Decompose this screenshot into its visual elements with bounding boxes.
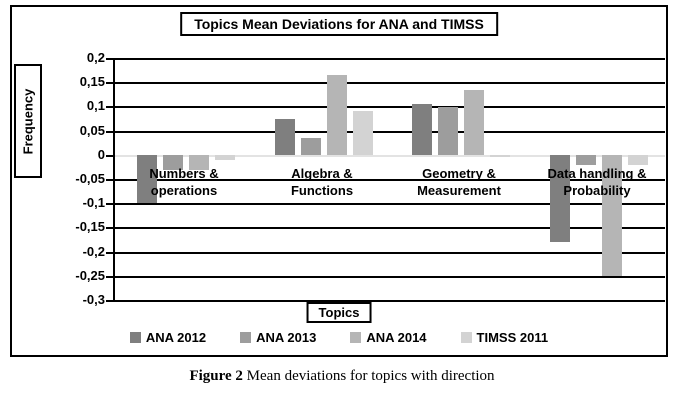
y-tick-label: 0 bbox=[97, 147, 105, 162]
bar-ana-2012 bbox=[275, 119, 295, 155]
legend-item-ana-2012: ANA 2012 bbox=[129, 330, 207, 345]
legend-swatch bbox=[240, 332, 252, 343]
gridline bbox=[115, 131, 665, 133]
bar-ana-2013 bbox=[576, 155, 596, 165]
chart-frame: Topics Mean Deviations for ANA and TIMSS… bbox=[10, 5, 668, 357]
category-label-line: Geometry & bbox=[422, 166, 496, 181]
bar-ana-2013 bbox=[163, 155, 183, 170]
legend-swatch bbox=[460, 332, 472, 343]
legend-item-ana-2013: ANA 2013 bbox=[240, 330, 316, 345]
category-label: Algebra & Functions bbox=[253, 165, 391, 199]
legend-label: ANA 2013 bbox=[256, 330, 317, 345]
figure-caption: Figure 2 Mean deviations for topics with… bbox=[0, 368, 684, 385]
y-axis-tick bbox=[106, 252, 114, 254]
category-label-line: Probability bbox=[563, 183, 631, 198]
bar-timss-2011 bbox=[490, 155, 510, 157]
y-axis-title: Frequency bbox=[20, 88, 36, 154]
y-axis-tick bbox=[106, 82, 114, 84]
y-axis-tick bbox=[106, 227, 114, 229]
y-axis-title-box: Frequency bbox=[14, 64, 42, 178]
legend-label: ANA 2014 bbox=[366, 330, 427, 345]
y-axis-tick bbox=[106, 155, 114, 157]
y-axis-tick bbox=[106, 106, 114, 108]
y-axis-tick bbox=[106, 131, 114, 133]
y-axis-tick bbox=[106, 58, 114, 60]
bar-ana-2014 bbox=[464, 90, 484, 155]
y-axis-tick bbox=[106, 179, 114, 181]
bar-timss-2011 bbox=[353, 111, 373, 155]
category-label: Data handling & Probability bbox=[528, 165, 666, 199]
gridline bbox=[115, 82, 665, 84]
bar-ana-2012 bbox=[137, 155, 157, 203]
y-tick-label: 0,05 bbox=[79, 123, 105, 138]
bar-ana-2014 bbox=[327, 75, 347, 155]
gridline bbox=[115, 179, 665, 181]
bar-ana-2012 bbox=[550, 155, 570, 242]
legend-swatch bbox=[350, 332, 362, 343]
legend-label: ANA 2012 bbox=[145, 330, 207, 345]
y-tick-label: 0,15 bbox=[79, 74, 105, 89]
legend-label: TIMSS 2011 bbox=[476, 330, 549, 345]
y-tick-label: 0,2 bbox=[86, 50, 105, 65]
bar-ana-2012 bbox=[412, 104, 432, 155]
gridline bbox=[115, 58, 665, 60]
category-label-line: Algebra & bbox=[291, 166, 353, 181]
bar-timss-2011 bbox=[628, 155, 648, 165]
gridline bbox=[115, 106, 665, 108]
y-axis-line bbox=[113, 58, 115, 302]
chart-title: Topics Mean Deviations for ANA and TIMSS bbox=[180, 12, 498, 36]
gridline bbox=[115, 227, 665, 229]
category-label: Geometry & Measurement bbox=[390, 165, 528, 199]
category-label: Numbers & operations bbox=[115, 165, 253, 199]
category-label-line: Data handling & bbox=[547, 166, 647, 181]
y-tick-label: -0,05 bbox=[75, 171, 105, 186]
y-axis-tick bbox=[106, 300, 114, 302]
gridline bbox=[115, 276, 665, 278]
y-axis-tick bbox=[106, 276, 114, 278]
bar-ana-2014 bbox=[189, 155, 209, 170]
category-label-line: Numbers & bbox=[149, 166, 219, 181]
y-tick-label: -0,1 bbox=[82, 195, 105, 210]
gridline bbox=[115, 300, 665, 302]
y-tick-label: -0,25 bbox=[75, 268, 105, 283]
figure-caption-number: Figure 2 bbox=[189, 368, 243, 384]
legend: ANA 2012 ANA 2013 ANA 2014 TIMSS 2011 bbox=[12, 330, 666, 345]
y-tick-label: 0,1 bbox=[86, 98, 105, 113]
y-tick-label: -0,2 bbox=[82, 244, 105, 259]
figure-caption-text: Mean deviations for topics with directio… bbox=[242, 368, 495, 384]
gridline bbox=[115, 203, 665, 205]
bar-timss-2011 bbox=[215, 155, 235, 160]
bar-ana-2013 bbox=[438, 107, 458, 155]
category-label-line: Functions bbox=[290, 183, 354, 198]
bar-ana-2014 bbox=[602, 155, 622, 276]
y-axis-tick bbox=[106, 203, 114, 205]
bar-ana-2013 bbox=[301, 138, 321, 155]
legend-item-timss-2011: TIMSS 2011 bbox=[460, 330, 549, 345]
plot-area: 0,2 0,15 0,1 0,05 0 -0,05 -0,1 -0,15 -0,2 -0,25 -0… bbox=[75, 50, 666, 307]
gridline bbox=[115, 252, 665, 254]
category-label-line: Measurement bbox=[417, 183, 501, 198]
y-tick-label: -0,15 bbox=[75, 219, 105, 234]
legend-swatch bbox=[129, 332, 141, 343]
x-axis-title: Topics bbox=[306, 302, 372, 323]
y-tick-label: -0,3 bbox=[82, 292, 105, 307]
zero-line bbox=[115, 155, 665, 157]
category-label-line: operations bbox=[150, 183, 218, 198]
legend-item-ana-2014: ANA 2014 bbox=[350, 330, 427, 345]
